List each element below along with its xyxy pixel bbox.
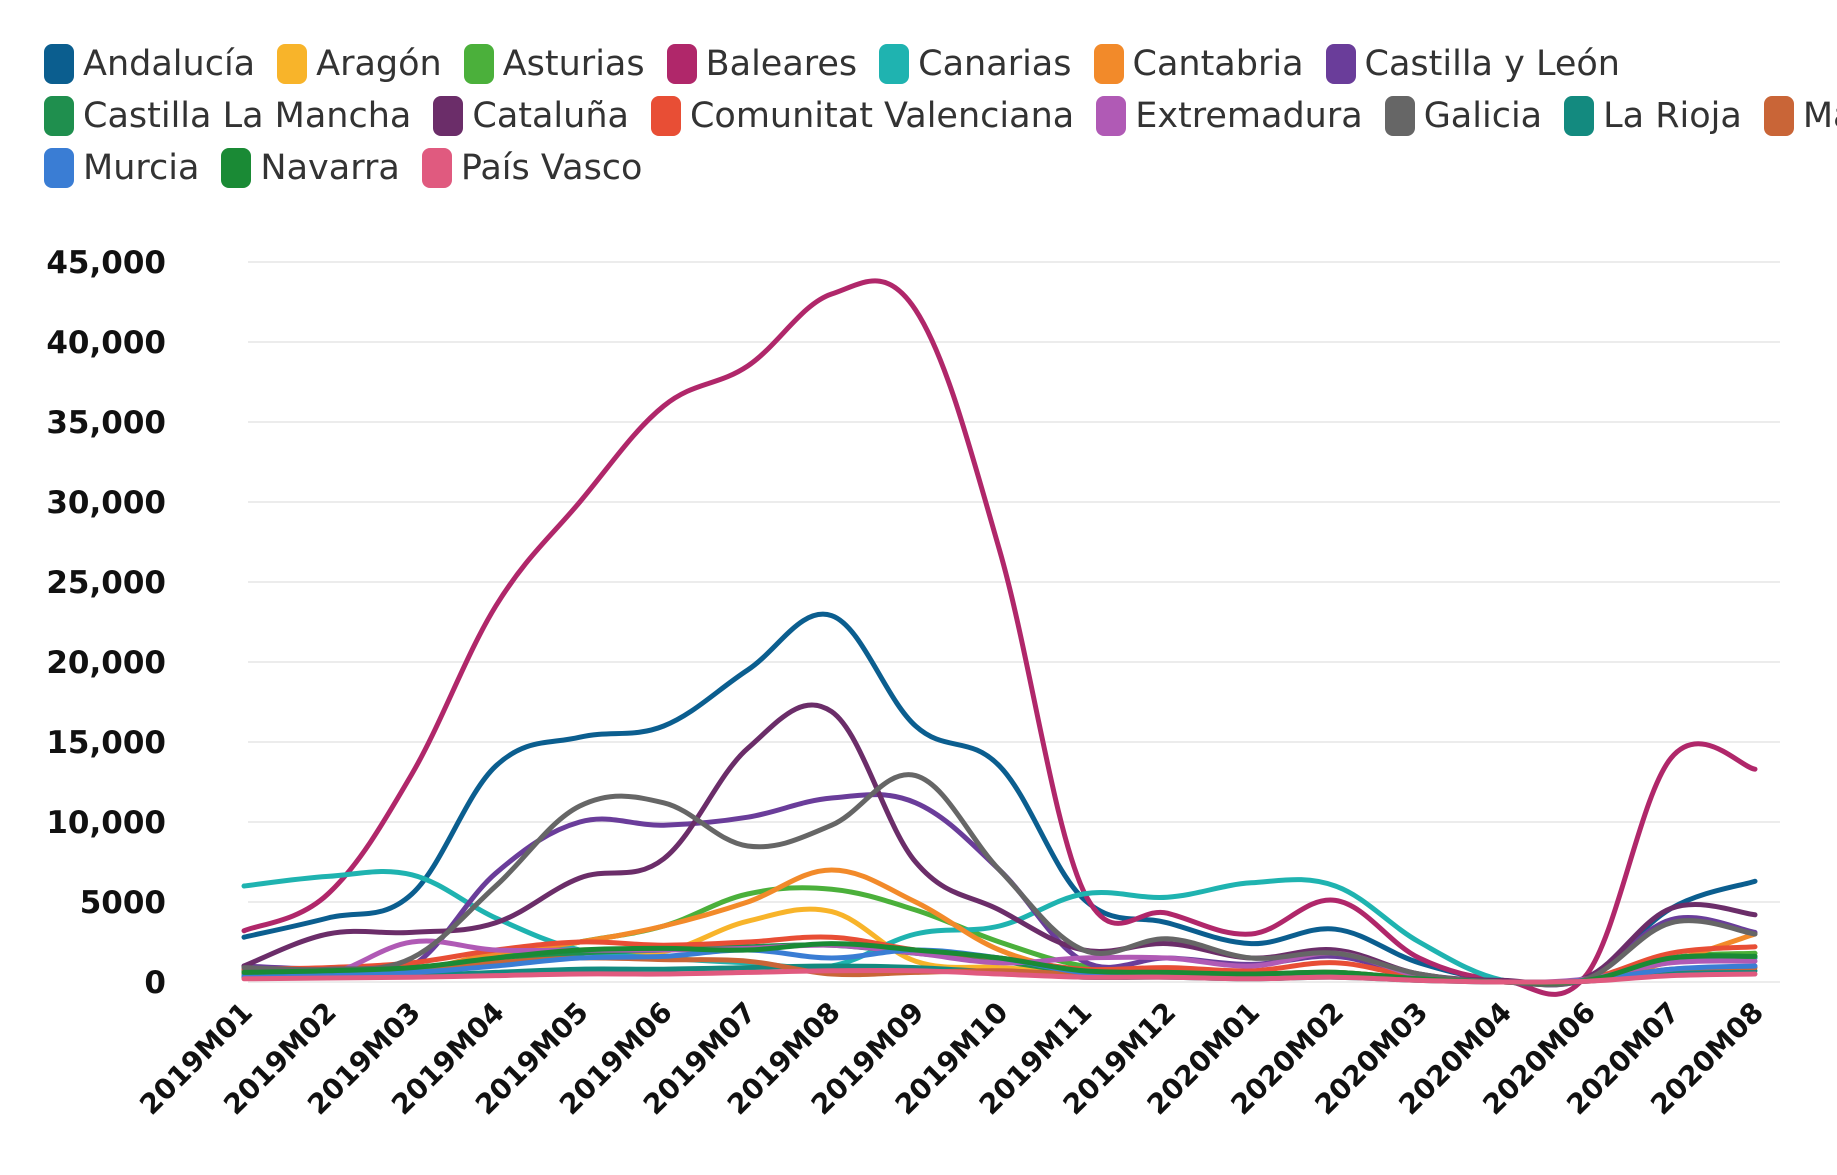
legend-item-pais-vasco[interactable]: País Vasco xyxy=(421,148,643,188)
legend-swatch xyxy=(421,148,452,188)
legend-item-cataluna[interactable]: Cataluña xyxy=(433,96,629,136)
legend-item-baleares[interactable]: Baleares xyxy=(666,44,858,84)
chart-legend: Andalucía Aragón Asturias Baleares Canarias C… xyxy=(44,38,1837,194)
legend-label: Comunitat Valenciana xyxy=(689,96,1075,136)
legend-item-galicia[interactable]: Galicia xyxy=(1384,96,1543,136)
y-tick-label: 20,000 xyxy=(46,645,166,681)
y-tick-label: 0 xyxy=(144,965,166,1001)
y-tick-label: 10,000 xyxy=(46,805,166,841)
legend-label: Cantabria xyxy=(1132,44,1304,84)
legend-label: Aragón xyxy=(316,44,442,84)
legend-label: Andalucía xyxy=(83,44,256,84)
series-line-baleares xyxy=(241,278,1758,997)
legend-label: Madrid xyxy=(1802,96,1837,136)
legend-item-castilla-la-mancha[interactable]: Castilla La Mancha xyxy=(44,96,411,136)
y-tick-label: 35,000 xyxy=(46,405,166,441)
legend-item-cantabria[interactable]: Cantabria xyxy=(1093,44,1304,84)
legend-swatch xyxy=(277,44,308,84)
legend-swatch xyxy=(44,96,74,136)
legend-swatch xyxy=(1093,44,1124,84)
series-lines xyxy=(241,278,1758,997)
y-tick-label: 5000 xyxy=(80,885,166,921)
gridlines xyxy=(248,261,1780,983)
legend-swatch xyxy=(221,148,252,188)
legend-swatch xyxy=(1564,96,1595,136)
legend-item-aragon[interactable]: Aragón xyxy=(277,44,442,84)
legend-label: Castilla y León xyxy=(1364,44,1620,84)
legend-label: Castilla La Mancha xyxy=(83,96,412,136)
y-tick-label: 40,000 xyxy=(46,325,166,361)
x-axis-ticks: 2019M012019M022019M032019M042019M052019M… xyxy=(133,996,1770,1122)
legend-row: Murcia Navarra País Vasco xyxy=(44,142,1834,194)
legend-item-extremadura[interactable]: Extremadura xyxy=(1096,96,1363,136)
legend-swatch xyxy=(1763,96,1794,136)
legend-item-navarra[interactable]: Navarra xyxy=(221,148,400,188)
legend-swatch xyxy=(879,44,910,84)
legend-swatch xyxy=(1384,96,1415,136)
legend-swatch xyxy=(463,44,494,84)
legend-swatch xyxy=(44,148,74,188)
legend-item-la-rioja[interactable]: La Rioja xyxy=(1564,96,1742,136)
legend-swatch xyxy=(433,96,464,136)
y-axis-ticks: 0 5000 10,000 15,000 20,000 25,000 30,000 35,00… xyxy=(46,245,166,1001)
legend-row: Andalucía Aragón Asturias Baleares Canarias C… xyxy=(44,38,1834,90)
legend-label: Cataluña xyxy=(472,96,629,136)
legend-swatch xyxy=(650,96,681,136)
legend-row: Castilla La Mancha Cataluña Comunitat Vale… xyxy=(44,90,1837,142)
legend-label: Murcia xyxy=(83,148,200,188)
legend-item-murcia[interactable]: Murcia xyxy=(44,148,199,188)
y-tick-label: 45,000 xyxy=(46,245,166,281)
legend-label: Extremadura xyxy=(1135,96,1363,136)
legend-label: Navarra xyxy=(260,148,400,188)
legend-item-asturias[interactable]: Asturias xyxy=(463,44,645,84)
legend-swatch xyxy=(44,44,74,84)
y-tick-label: 25,000 xyxy=(46,565,166,601)
legend-item-castilla-y-leon[interactable]: Castilla y León xyxy=(1325,44,1620,84)
y-tick-label: 30,000 xyxy=(46,485,166,521)
legend-label: Baleares xyxy=(705,44,858,84)
legend-swatch xyxy=(1096,96,1127,136)
legend-label: La Rioja xyxy=(1603,96,1742,136)
legend-item-canarias[interactable]: Canarias xyxy=(879,44,1072,84)
legend-item-madrid[interactable]: Madrid xyxy=(1763,96,1837,136)
legend-item-comunitat-valenciana[interactable]: Comunitat Valenciana xyxy=(650,96,1075,136)
legend-label: País Vasco xyxy=(460,148,643,188)
series-line-pais-vasco xyxy=(241,967,1758,985)
legend-swatch xyxy=(1325,44,1356,84)
legend-swatch xyxy=(666,44,697,84)
legend-label: Galicia xyxy=(1423,96,1543,136)
legend-label: Canarias xyxy=(918,44,1072,84)
y-tick-label: 15,000 xyxy=(46,725,166,761)
legend-label: Asturias xyxy=(502,44,645,84)
legend-item-andalucia[interactable]: Andalucía xyxy=(44,44,255,84)
